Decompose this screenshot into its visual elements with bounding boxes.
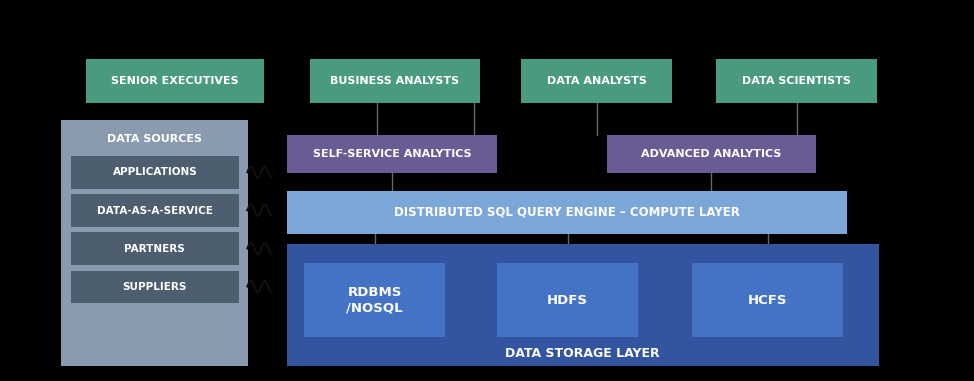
FancyBboxPatch shape [497,263,638,337]
FancyBboxPatch shape [692,263,843,337]
Text: APPLICATIONS: APPLICATIONS [112,167,198,178]
FancyBboxPatch shape [71,194,239,227]
FancyBboxPatch shape [521,59,672,103]
FancyBboxPatch shape [304,263,445,337]
Text: HDFS: HDFS [546,293,588,307]
Text: DATA STORAGE LAYER: DATA STORAGE LAYER [506,347,659,360]
Text: DISTRIBUTED SQL QUERY ENGINE – COMPUTE LAYER: DISTRIBUTED SQL QUERY ENGINE – COMPUTE L… [394,206,740,219]
FancyBboxPatch shape [86,59,264,103]
Text: RDBMS
/NOSQL: RDBMS /NOSQL [346,286,403,314]
FancyBboxPatch shape [287,135,497,173]
Text: SENIOR EXECUTIVES: SENIOR EXECUTIVES [111,76,239,86]
Text: SUPPLIERS: SUPPLIERS [123,282,187,292]
FancyBboxPatch shape [287,244,879,366]
Text: DATA ANALYSTS: DATA ANALYSTS [546,76,647,86]
Text: HCFS: HCFS [747,293,787,307]
Text: ADVANCED ANALYTICS: ADVANCED ANALYTICS [641,149,782,159]
FancyBboxPatch shape [71,232,239,265]
FancyBboxPatch shape [61,120,248,366]
FancyBboxPatch shape [310,59,480,103]
Text: DATA-AS-A-SERVICE: DATA-AS-A-SERVICE [97,205,212,216]
FancyBboxPatch shape [71,156,239,189]
Text: SELF-SERVICE ANALYTICS: SELF-SERVICE ANALYTICS [313,149,471,159]
FancyBboxPatch shape [607,135,816,173]
FancyBboxPatch shape [716,59,877,103]
Text: BUSINESS ANALYSTS: BUSINESS ANALYSTS [330,76,460,86]
FancyBboxPatch shape [71,271,239,303]
Text: DATA SCIENTISTS: DATA SCIENTISTS [742,76,850,86]
Text: DATA SOURCES: DATA SOURCES [107,134,203,144]
FancyBboxPatch shape [287,190,847,234]
Text: PARTNERS: PARTNERS [125,243,185,254]
